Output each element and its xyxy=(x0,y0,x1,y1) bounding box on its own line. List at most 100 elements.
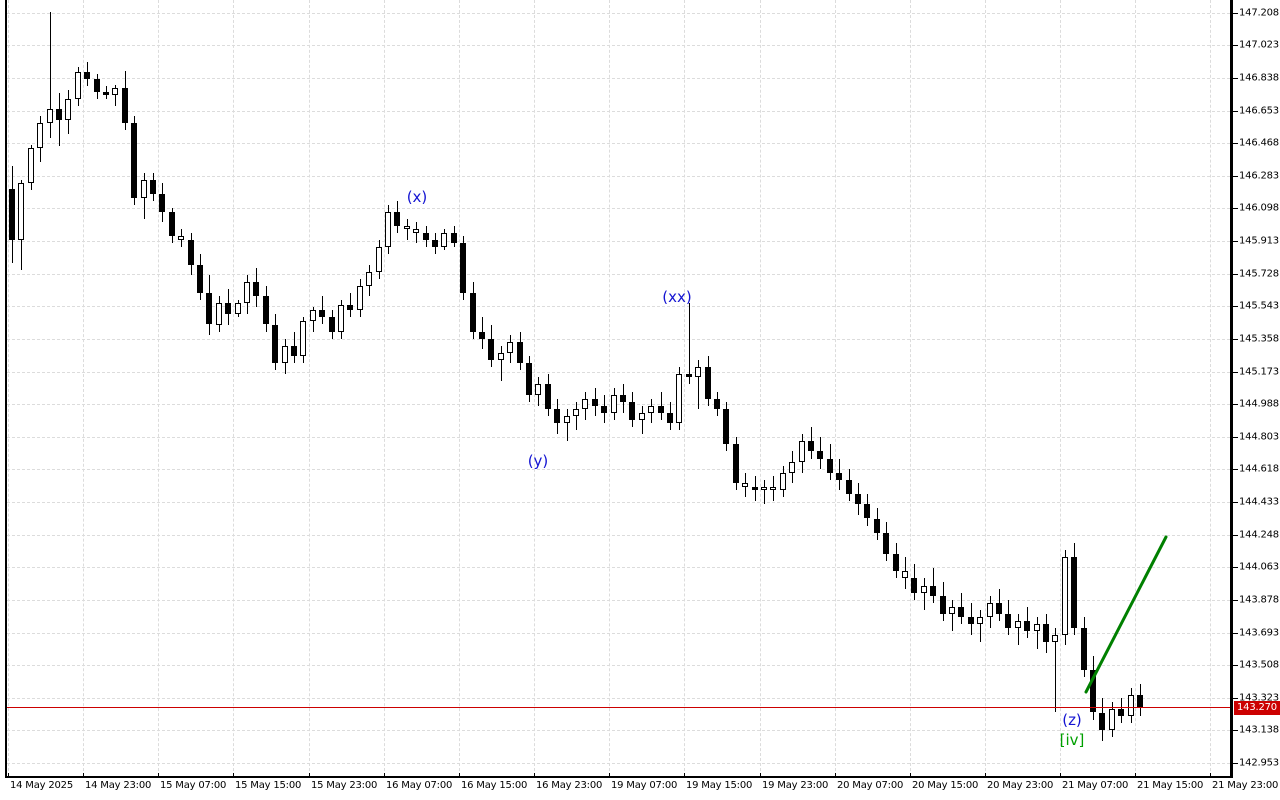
price-axis-label: 145.173 xyxy=(1239,366,1279,378)
candle-body xyxy=(169,211,175,237)
price-tick-mark xyxy=(1233,632,1238,634)
gridline-vertical xyxy=(8,0,10,776)
candle-body xyxy=(244,282,250,304)
price-tick-mark xyxy=(1233,208,1238,210)
candle-body xyxy=(338,305,344,332)
gridline-horizontal xyxy=(7,469,1230,471)
time-axis-label: 16 May 23:00 xyxy=(536,780,603,791)
candle-wick xyxy=(980,610,981,642)
price-axis-label: 143.138 xyxy=(1239,724,1279,736)
candle-body xyxy=(695,366,701,378)
price-axis-label: 142.953 xyxy=(1239,757,1279,769)
candle-body xyxy=(648,405,654,413)
candle-body xyxy=(545,384,551,410)
price-axis-label: 144.248 xyxy=(1239,529,1279,541)
price-tick-mark xyxy=(1233,534,1238,536)
price-axis-label: 144.618 xyxy=(1239,463,1279,475)
candle-body xyxy=(150,179,156,194)
candle-body xyxy=(517,342,523,364)
candle-body xyxy=(394,211,400,226)
candle-body xyxy=(1034,624,1040,632)
candle-body xyxy=(977,617,983,625)
time-tick-mark xyxy=(760,773,761,778)
candle-body xyxy=(601,405,607,413)
candle-body xyxy=(159,194,165,212)
gridline-vertical xyxy=(534,0,536,776)
time-axis-label: 19 May 15:00 xyxy=(686,780,753,791)
candle-body xyxy=(1005,613,1011,628)
candle-body xyxy=(629,402,635,420)
candle-body xyxy=(1015,620,1021,628)
gridline-vertical xyxy=(384,0,386,776)
time-tick-mark xyxy=(1135,773,1136,778)
gridline-vertical xyxy=(1135,0,1137,776)
candle-body xyxy=(1071,557,1077,628)
candle-body xyxy=(28,148,34,184)
time-tick-mark xyxy=(534,773,535,778)
price-tick-mark xyxy=(1233,241,1238,243)
gridline-horizontal xyxy=(7,110,1230,113)
candle-body xyxy=(441,232,447,247)
candle-body xyxy=(282,345,288,364)
candle-body xyxy=(432,239,438,247)
candle-body xyxy=(733,444,739,484)
price-axis-label: 145.728 xyxy=(1239,268,1279,280)
gridline-vertical xyxy=(760,0,762,776)
candle-body xyxy=(883,532,889,554)
candle-body xyxy=(573,409,579,417)
price-tick-mark xyxy=(1233,404,1238,406)
candle-body xyxy=(197,264,203,293)
price-tick-mark xyxy=(1233,469,1238,471)
time-axis[interactable]: 14 May 2025 14 May 23:00 15 May 07:00 15 Ma… xyxy=(0,773,1280,800)
candle-body xyxy=(460,243,466,293)
candle-body xyxy=(554,409,560,424)
gridline-vertical xyxy=(233,0,235,776)
candle-body xyxy=(507,342,513,353)
candle-wick xyxy=(1018,613,1019,646)
price-axis-label: 145.358 xyxy=(1239,333,1279,345)
candle-body xyxy=(1043,624,1049,642)
price-axis-label: 143.323 xyxy=(1239,692,1279,704)
candle-body xyxy=(84,72,90,80)
gridline-vertical xyxy=(459,0,461,776)
axis-left-border xyxy=(5,0,7,778)
candle-wick xyxy=(115,84,116,106)
gridline-horizontal xyxy=(7,338,1230,341)
gridline-vertical xyxy=(985,0,987,776)
candle-body xyxy=(253,282,259,297)
gridline-vertical xyxy=(910,0,912,776)
candle-body xyxy=(874,518,880,533)
candle-body xyxy=(47,109,53,124)
gridline-horizontal xyxy=(7,371,1230,374)
candle-body xyxy=(686,373,692,378)
gridline-horizontal xyxy=(7,697,1230,700)
candle-body xyxy=(582,398,588,410)
wave-label-x: (x) xyxy=(406,188,428,206)
candle-body xyxy=(808,440,814,452)
candle-body xyxy=(272,324,278,364)
candle-wick xyxy=(1037,617,1038,649)
time-axis-label: 19 May 07:00 xyxy=(611,780,678,791)
time-tick-mark xyxy=(384,773,385,778)
time-tick-mark xyxy=(1060,773,1061,778)
plot-area[interactable]: (x) (y) (xx) (z) [iv] xyxy=(7,0,1230,776)
candle-wick xyxy=(59,93,60,147)
candle-body xyxy=(1081,627,1087,671)
price-axis[interactable]: 147.208 147.023 146.838 146.653 146.468 146.2… xyxy=(1233,0,1280,778)
gridline-horizontal xyxy=(7,599,1230,602)
gridline-vertical xyxy=(158,0,160,776)
time-axis-label: 15 May 23:00 xyxy=(311,780,378,791)
candle-wick xyxy=(407,218,408,240)
candle-body xyxy=(1128,694,1134,717)
time-axis-label: 14 May 2025 xyxy=(10,780,74,791)
time-axis-label: 15 May 07:00 xyxy=(160,780,227,791)
time-tick-mark xyxy=(684,773,685,778)
time-axis-label: 21 May 07:00 xyxy=(1062,780,1129,791)
price-tick-mark xyxy=(1233,599,1238,601)
candle-body xyxy=(799,440,805,463)
forecast-arrow-icon xyxy=(1084,535,1168,694)
candle-body xyxy=(1118,708,1124,717)
candle-body xyxy=(319,310,325,318)
candle-body xyxy=(112,88,118,96)
